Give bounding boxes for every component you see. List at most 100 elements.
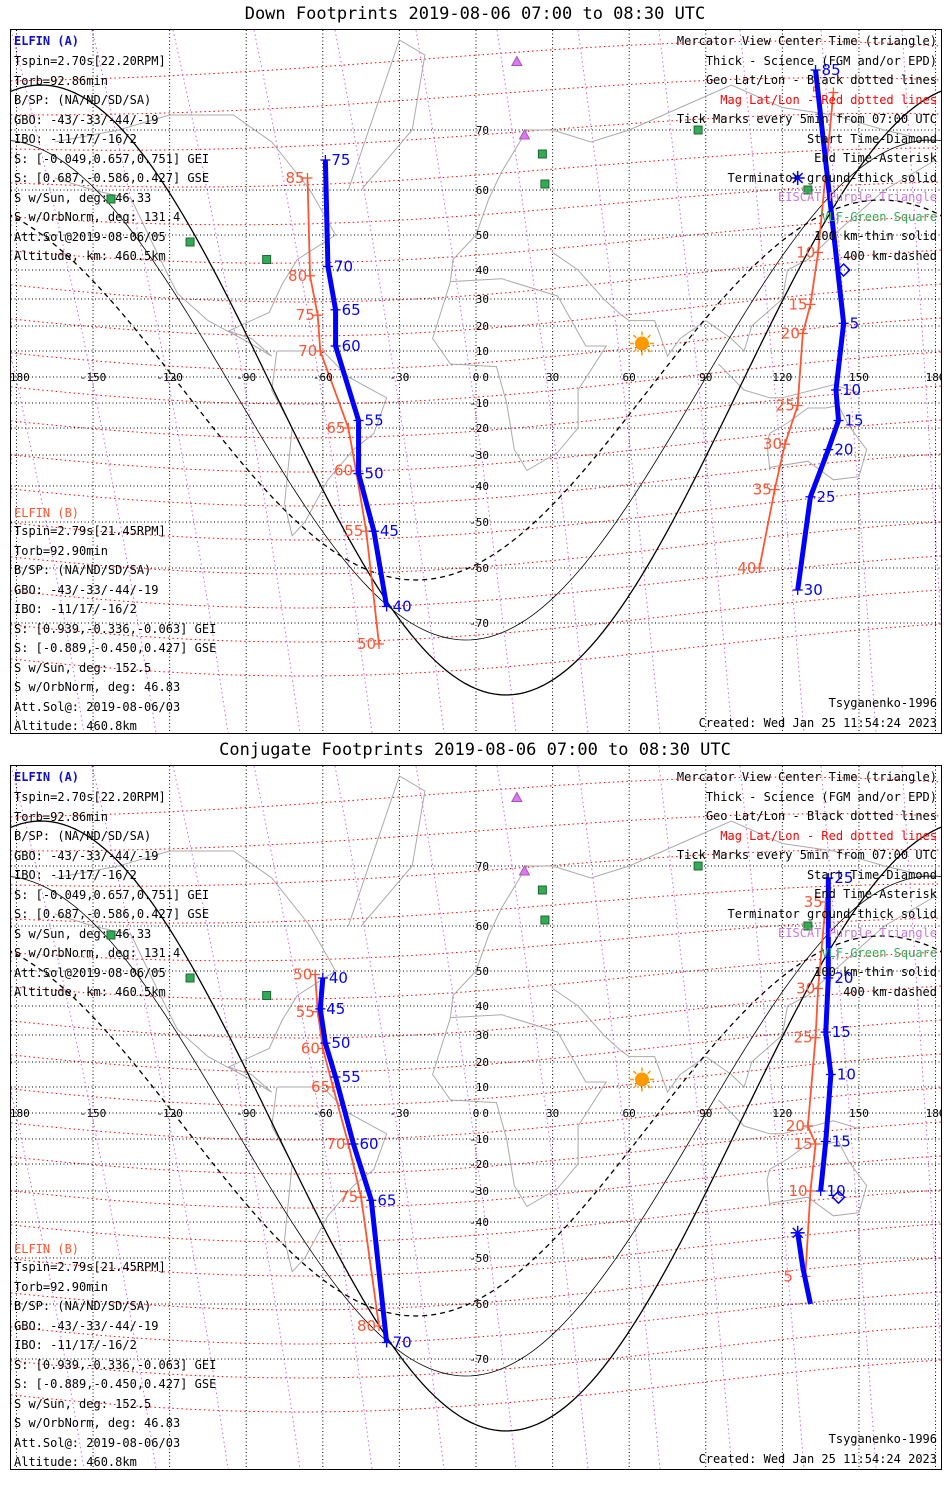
- mag-latitude-line: [11, 77, 941, 124]
- map-panel-down: 85 80 75 70 65 60 55 50 5 10 15 20 25 30 35 40 75 70 65 60 5…: [10, 29, 942, 734]
- lat-tick-label: -30: [469, 449, 489, 462]
- elfin-a-track-time-label: 65: [342, 301, 361, 319]
- elfin-a-track-time-label: 25: [816, 488, 835, 506]
- elfin-b-track-time-label: 20: [786, 1117, 805, 1135]
- legend-line: EISCAT-Purple Triangle: [778, 926, 937, 940]
- sun-ray: [647, 1084, 651, 1089]
- mag-latitude-line: [11, 351, 941, 405]
- elfin-a-track: [818, 878, 834, 1192]
- legend-line: Tick Marks every 5min from 07:00 UTC: [676, 848, 937, 862]
- elfin-b-info-line: Att.Sol@: 2019-08-06/03: [14, 699, 181, 714]
- elfin-a-track-time-label: 55: [365, 412, 384, 430]
- mag-latitude-line: [11, 589, 941, 643]
- mag-latitude-line: [11, 1121, 941, 1175]
- vlf-square: [693, 125, 703, 135]
- elfin-b-track-time-label: 65: [311, 1078, 330, 1096]
- mag-latitude-line: [11, 623, 941, 677]
- elfin-b-track-time-label: 5: [783, 1267, 793, 1285]
- elfin-a-track-time-label: 65: [377, 1191, 396, 1209]
- mag-meridian-line: [577, 30, 661, 733]
- elfin-a-info-line: Altitude, km: 460.5km: [14, 249, 166, 263]
- elfin-b-track-time-label: 35: [753, 481, 772, 499]
- lat-tick-label: -70: [469, 617, 489, 630]
- sun-ray: [647, 334, 651, 339]
- elfin-a-track-time-label: 45: [326, 1000, 345, 1018]
- lon-tick-label: 30: [546, 1107, 559, 1120]
- mag-meridian-line: [11, 30, 157, 733]
- coastline: [449, 820, 936, 1018]
- elfin-a-track-time-label: 10: [842, 381, 861, 399]
- mag-meridian-line: [739, 30, 805, 733]
- terminator-ground: [11, 84, 941, 696]
- mag-latitude-line: [11, 1223, 941, 1277]
- elfin-b-track-time-label: 20: [781, 325, 800, 343]
- lon-tick-label: -90: [236, 371, 256, 384]
- coastline: [552, 159, 936, 358]
- elfin-b-info-line: GBO: -43/-33/-44/-19: [14, 1318, 159, 1333]
- vlf-square: [537, 885, 547, 895]
- lon-tick-label: -60: [313, 1107, 333, 1120]
- mag-latitude-line: [11, 453, 941, 507]
- elfin-a-label: ELFIN (A): [14, 770, 80, 784]
- elfin-b-info-line: Altitude: 460.8km: [14, 1455, 137, 1469]
- mag-meridian-line: [334, 30, 445, 733]
- elfin-b-track-time-label: 80: [357, 1317, 376, 1335]
- elfin-b-track-time-label: 15: [794, 1135, 813, 1153]
- lat-tick-label: 60: [476, 184, 489, 197]
- elfin-a-track-time-label: 50: [331, 1034, 350, 1052]
- elfin-b-track-time-label: 10: [788, 1182, 807, 1200]
- elfin-a-track: [322, 159, 390, 607]
- lat-tick-label: 10: [476, 1081, 489, 1094]
- legend-line: Tick Marks every 5min from 07:00 UTC: [676, 112, 937, 126]
- lon-tick-label: 60: [623, 371, 636, 384]
- lat-tick-label: -20: [469, 1158, 489, 1171]
- eiscat-triangle: [518, 128, 531, 140]
- elfin-b-track-time-label: 10: [796, 244, 815, 262]
- elfin-a-track-time-label: 70: [334, 258, 353, 276]
- lon-tick-label: 0: [473, 1107, 480, 1120]
- elfin-b-track-time-label: 40: [737, 559, 756, 577]
- legend-line: Geo Lat/Lon - Black dotted lines: [705, 73, 937, 87]
- terminator-100km: [11, 875, 941, 1377]
- mag-latitude-line: [11, 883, 941, 928]
- elfin-a-track-time-label: 85: [822, 61, 841, 79]
- legend-line: Geo Lat/Lon - Black dotted lines: [705, 809, 937, 823]
- terminator-400km: [11, 935, 941, 1317]
- lat-tick-label: -40: [469, 480, 489, 493]
- elfin-a-info-line: S w/Sun, deg: 46.33: [14, 926, 152, 941]
- lat-tick-label: -30: [469, 1185, 489, 1198]
- mag-latitude-line: [11, 951, 941, 1000]
- lon-tick-label: 60: [623, 1107, 636, 1120]
- mag-meridian-line: [901, 30, 941, 630]
- legend-line: Mag Lat/Lon - Red dotted lines: [720, 92, 937, 107]
- mag-meridian-line: [11, 766, 157, 1469]
- sun-ray: [632, 1084, 637, 1089]
- sun-ray: [632, 334, 637, 339]
- legend-line: 400 km-dashed: [843, 984, 937, 999]
- elfin-a-info-line: S: [0.687,-0.586,0.427] GSE: [14, 907, 210, 921]
- lat-tick-label: -10: [469, 397, 489, 410]
- map-canvas-down: 85 80 75 70 65 60 55 50 5 10 15 20 25 30 35 40 75 70 65 60 5…: [11, 30, 941, 733]
- elfin-a-info-line: B/SP: (NA/ND/SD/SA): [14, 829, 152, 843]
- vlf-square: [262, 255, 272, 264]
- elfin-a-info-line: S: [-0.049,0.657,0.751] GEI: [14, 887, 210, 902]
- legend-line: 100 km-thin solid: [814, 229, 937, 243]
- elfin-a-track-time-label: 60: [342, 337, 361, 355]
- legend-line: Terminator ground-thick solid: [727, 906, 937, 921]
- created-timestamp: Created: Wed Jan 25 11:54:24 2023: [698, 716, 937, 730]
- coastline: [449, 84, 936, 282]
- coastline: [718, 1099, 860, 1135]
- lon-tick-label: 150: [849, 371, 869, 384]
- lon-tick-label: 150: [849, 1107, 869, 1120]
- lon-tick-label: -180: [11, 371, 30, 384]
- sun-icon: [634, 1072, 649, 1087]
- sun-ray: [647, 348, 651, 353]
- coastline: [54, 850, 337, 1093]
- elfin-a-track-time-label: 60: [359, 1135, 378, 1153]
- elfin-a-info-line: Tspin=2.70s[22.20RPM]: [14, 54, 166, 68]
- sun-ray: [647, 1070, 651, 1075]
- mag-meridian-line: [172, 30, 301, 733]
- lon-tick-label: -120: [156, 371, 183, 384]
- elfin-b-track-time-label: 15: [788, 295, 807, 313]
- legend-line: Start Time-Diamond: [806, 867, 937, 882]
